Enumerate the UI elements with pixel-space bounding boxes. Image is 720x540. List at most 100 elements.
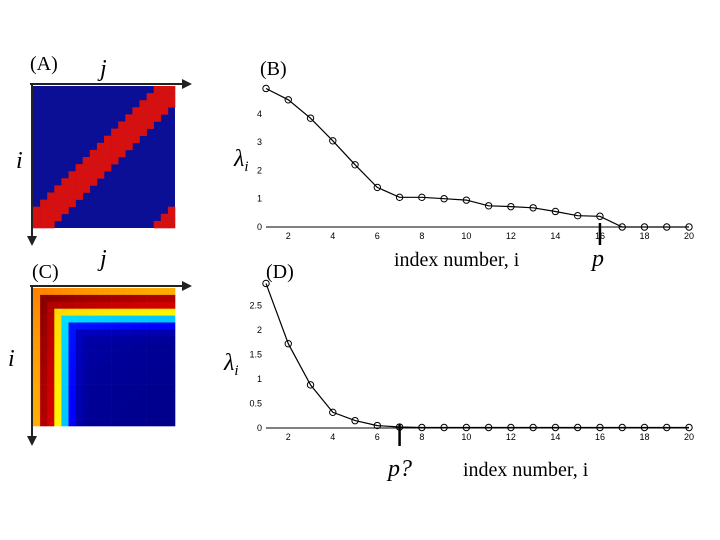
data-point [640, 423, 649, 432]
heatmap-c-cell [75, 398, 83, 406]
heatmap-c-cell [47, 329, 55, 337]
heatmap-c-cell [104, 419, 112, 427]
heatmap-c-cell [96, 363, 105, 372]
data-point [529, 423, 537, 432]
heatmap-c-cell [82, 301, 91, 309]
heatmap-a-cell [61, 206, 69, 215]
eigenvalue-chart-d: 0 0.5 1 1.5 2 2.5 2 4 6 8 10 12 14 16 18 20 [249, 279, 694, 446]
heatmap-c-cell [68, 370, 76, 378]
x-tick-label: 8 [419, 231, 424, 241]
heatmap-c-cell [160, 288, 169, 296]
heatmap-c-cell [153, 288, 162, 296]
heatmap-c-cell [167, 329, 176, 337]
heatmap-c-cell [68, 405, 76, 413]
heatmap-c-cell [139, 301, 147, 309]
data-point [462, 423, 471, 432]
heatmap-c-cell [160, 384, 169, 392]
heatmap-c-cell [118, 363, 126, 372]
heatmap-c-cell [33, 405, 41, 413]
heatmap-c-cell [167, 301, 176, 309]
heatmap-c-cell [61, 419, 69, 427]
y-tick-label: 0 [257, 222, 262, 232]
heatmap-a-cell [54, 213, 62, 222]
xlabel-d: index number, i [463, 459, 589, 481]
heatmap-c-cell [82, 329, 91, 337]
x-tick-label: 12 [506, 432, 516, 442]
heatmap-c-cell [61, 288, 69, 296]
heatmap-c-cell [40, 419, 48, 427]
heatmap-c-cell [111, 398, 119, 406]
heatmap-c-cell [132, 419, 140, 427]
heatmap-a-cell [118, 128, 126, 136]
heatmap-c-cell [89, 315, 98, 323]
heatmap-c-cell [40, 308, 48, 316]
heatmap-c-cell [118, 370, 126, 378]
heatmap-a-cell [167, 213, 176, 222]
heatmap-a-cell [118, 135, 126, 144]
heatmap-c-cell [132, 308, 140, 316]
heatmap-c-cell [111, 419, 119, 427]
heatmap-c-cell [40, 288, 48, 296]
heatmap-c-cell [125, 391, 133, 399]
heatmap-c-cell [82, 322, 91, 330]
heatmap-c-cell [153, 315, 162, 323]
heatmap-c-cell [146, 391, 154, 399]
heatmap-c-cell [68, 343, 76, 351]
heatmap-c-cell [132, 357, 140, 365]
heatmap-c-cell [104, 405, 112, 413]
heatmap-c-cell [146, 301, 154, 309]
heatmap-a-cell [75, 192, 83, 200]
heatmap-a-cell [104, 135, 112, 144]
heatmap-a-cell [139, 114, 147, 122]
heatmap-c-cell [160, 412, 169, 420]
heatmap-c-cell [96, 322, 105, 330]
heatmap-c-cell [153, 384, 162, 392]
heatmap-c-cell [89, 294, 98, 303]
heatmap-c-cell [96, 370, 105, 378]
heatmap-c-cell [61, 308, 69, 316]
heatmap-c-cell [167, 350, 176, 358]
heatmap-c-cell [47, 405, 55, 413]
heatmap-c-cell [132, 336, 140, 344]
heatmap-a-cell [61, 185, 69, 193]
heatmap-c-cell [33, 315, 41, 323]
series-line [265, 87, 689, 228]
heatmap-a-cell [33, 220, 41, 229]
heatmap-c-cell [68, 350, 76, 358]
heatmap-a-cell [160, 107, 169, 115]
data-point [284, 340, 292, 348]
heatmap-c-cell [68, 329, 76, 337]
heatmap-c-cell [125, 384, 133, 392]
heatmap-c-cell [75, 322, 83, 330]
heatmap-a-cell [75, 164, 83, 172]
heatmap-c-cell [111, 329, 119, 337]
heatmap-a-cell [68, 171, 76, 179]
heatmap-c-cell [68, 294, 76, 303]
heatmap-c-cell [167, 377, 176, 385]
heatmap-c-cell [82, 315, 91, 323]
heatmap-c-cell [160, 301, 169, 309]
heatmap-c-cell [118, 405, 126, 413]
heatmap-c-cell [96, 343, 105, 351]
heatmap-a-cell [61, 199, 69, 207]
heatmap-c-cell [89, 384, 98, 392]
heatmap-a-cell [160, 86, 169, 94]
heatmap-c-cell [89, 419, 98, 427]
heatmap-c-cell [146, 288, 154, 296]
heatmap-c-cell [153, 398, 162, 406]
heatmap-c-cell [167, 308, 176, 316]
data-point [262, 84, 270, 93]
axis-i-label-c: i [8, 346, 15, 372]
heatmap-c-cell [125, 315, 133, 323]
x-tick-label: 6 [375, 432, 380, 442]
heatmap-c-cell [75, 370, 83, 378]
heatmap-a-cell [40, 206, 48, 215]
heatmap-c-cell [89, 377, 98, 385]
heatmap-a-cell [104, 142, 112, 151]
heatmap-c-cell [89, 301, 98, 309]
heatmap-c-cell [146, 343, 154, 351]
heatmap-a-cell [82, 164, 91, 172]
heatmap-a-cell [40, 213, 48, 222]
heatmap-c-cell [160, 336, 169, 344]
heatmap-c-cell [118, 329, 126, 337]
